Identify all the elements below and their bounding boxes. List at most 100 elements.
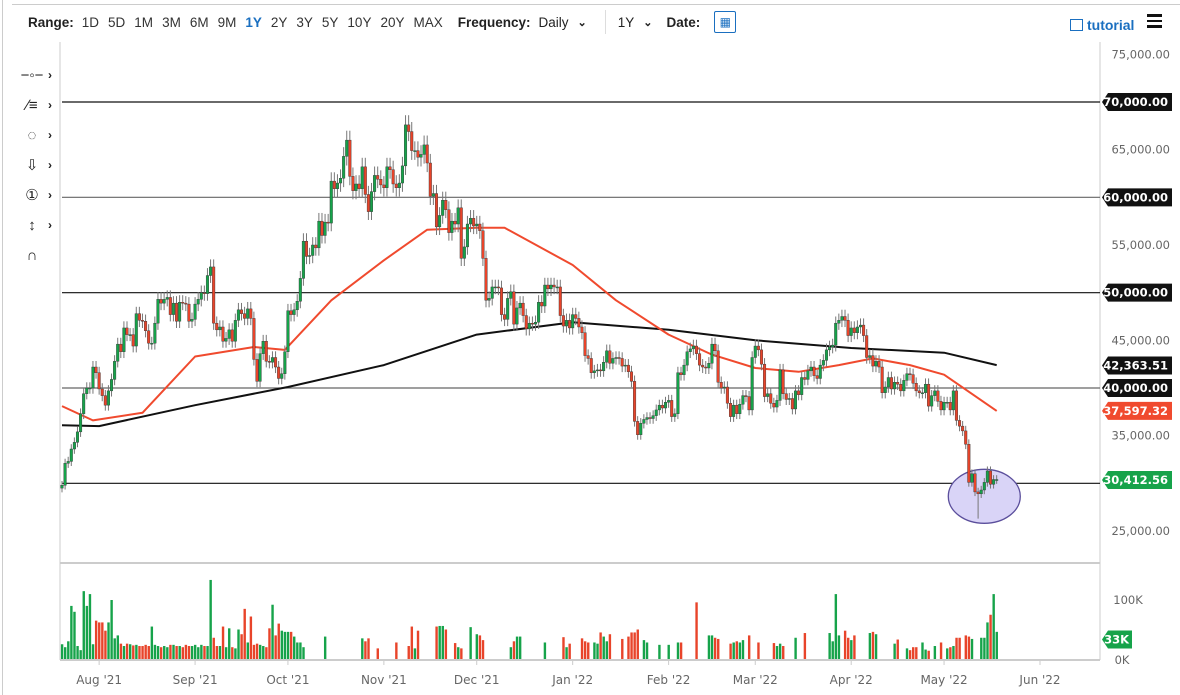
candle [441,199,445,216]
range-3m[interactable]: 3M [162,14,181,30]
chevron-right-icon: › [48,128,52,142]
range-1y[interactable]: 1Y [245,14,262,30]
candle [673,413,677,417]
range-9m[interactable]: 9M [217,14,237,30]
candle [855,326,859,333]
range-10y[interactable]: 10Y [347,14,372,30]
volume-bar [187,646,191,659]
candle [459,207,463,259]
candle [493,286,497,289]
range-1m[interactable]: 1M [134,14,154,30]
price-tick-label: 25,000.00 [1111,524,1170,538]
tool-magnet[interactable]: ∩ [20,240,60,270]
candle [945,402,949,404]
candle [543,284,547,307]
volume-bar [175,646,178,659]
volume-bar [992,594,995,659]
volume-bar [231,647,234,659]
volume-bar [831,641,834,659]
candle [246,308,250,319]
range-20y[interactable]: 20Y [380,14,405,30]
volume-bar [803,633,807,659]
volume-bar [583,641,587,659]
volume-bar [249,616,253,659]
candle [660,404,664,409]
range-2y[interactable]: 2Y [270,14,288,30]
volume-bar [163,646,166,659]
range-5y[interactable]: 5Y [321,14,339,30]
hamburger-menu-icon[interactable] [1147,14,1162,31]
tutorial-link[interactable]: tutorial [1070,17,1134,33]
volume-bar [209,579,212,659]
candle [469,218,473,225]
candle [305,240,309,257]
tool-crosshair[interactable]: −◦− › [20,60,60,90]
candle [472,218,476,227]
candle [236,309,240,321]
range-3y[interactable]: 3Y [296,14,313,30]
volume-bar [441,625,444,659]
tool-trend-lines[interactable]: ∕≡ › [20,90,60,120]
candle [329,180,333,224]
range-5d[interactable]: 5D [108,14,126,30]
x-tick-label: Oct '21 [266,673,309,687]
volume-bar [184,644,188,659]
candle [633,381,637,422]
candle [803,377,807,380]
volume-bar [138,646,141,659]
tool-shapes[interactable]: ◌ › [20,120,60,150]
volume-bar [871,631,875,659]
candle [181,302,185,304]
volume-bar [967,636,971,659]
candle [787,398,791,400]
volume-bar [717,638,720,659]
candle [732,404,736,417]
candle [750,357,754,411]
candle [72,442,76,450]
tutorial-label: tutorial [1087,17,1135,33]
candle [438,215,442,228]
candle [422,144,426,155]
candle [555,286,559,289]
candle [828,346,832,351]
candle [837,320,841,324]
tool-measure[interactable]: ↕ › [20,210,60,240]
frame-border [2,0,3,695]
range-1d[interactable]: 1D [81,14,100,30]
tool-arrow[interactable]: ⇩ › [20,150,60,180]
candle [397,182,401,189]
candle [298,278,302,302]
candle [119,343,123,352]
price-badge [1102,188,1172,207]
candle [413,150,417,152]
candle [400,165,404,184]
range-max[interactable]: MAX [413,14,443,30]
period-dropdown[interactable]: 1Y ⌄ [618,15,653,30]
volume-bar [828,633,831,659]
price-badge-label: 40,000.00 [1103,381,1168,395]
candle [159,299,163,304]
volume-bar [695,602,698,659]
frequency-dropdown[interactable]: Daily ⌄ [539,15,587,30]
volume-bar [228,628,231,659]
candle [800,377,804,395]
volume-bar [908,650,912,659]
volume-bar [104,630,107,659]
candle [948,402,952,411]
volume-bar [224,647,228,659]
candle [487,298,491,301]
tool-annotation[interactable]: ① › [20,180,60,210]
candle [373,175,377,192]
range-6m[interactable]: 6M [189,14,209,30]
candle [280,373,284,379]
volume-bar [457,647,460,659]
candle [629,371,633,382]
candle [122,327,126,352]
candle [407,124,411,132]
calendar-icon[interactable]: ▦ [714,11,737,33]
volume-badge [1102,630,1132,649]
volume-bar [60,644,64,659]
candle [899,383,903,392]
candle [580,326,584,333]
